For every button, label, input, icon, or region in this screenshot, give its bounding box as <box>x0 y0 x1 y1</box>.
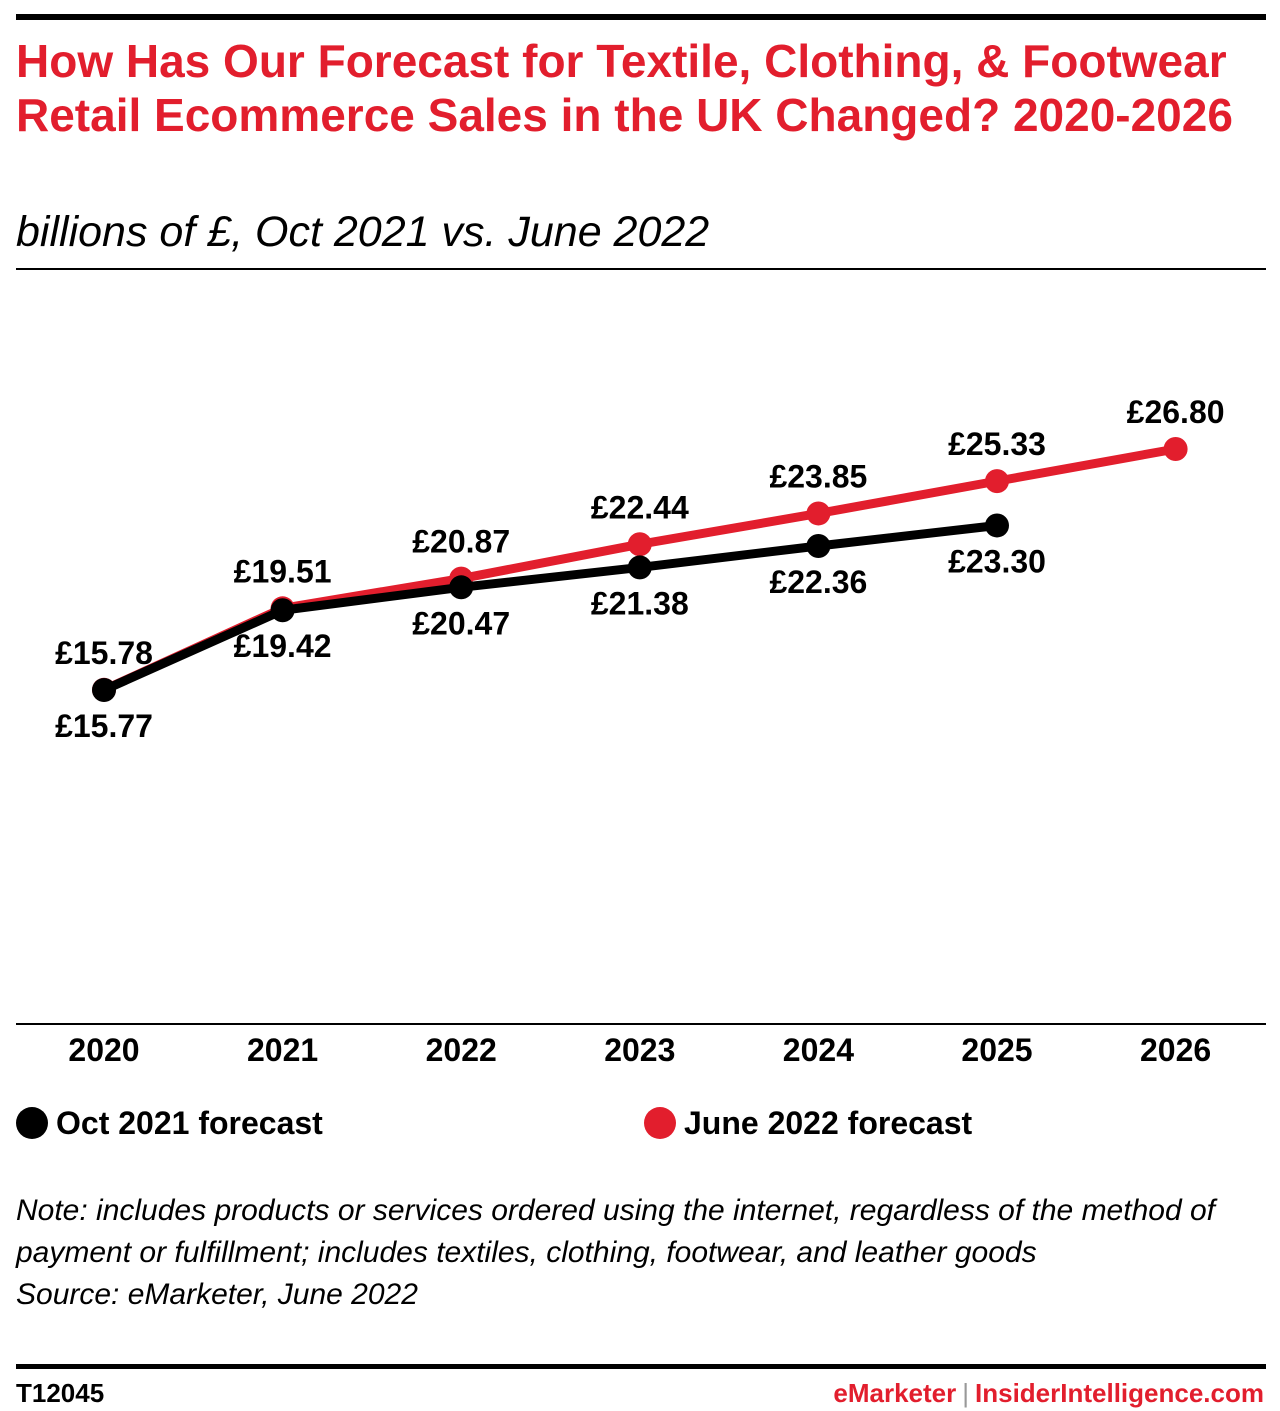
top-rule <box>16 14 1266 20</box>
data-label-oct-2021-2020: £15.77 <box>55 708 153 744</box>
x-tick-label-2024: 2024 <box>783 1032 854 1068</box>
line-chart: £15.77 £19.42 £20.47 £21.38 £22.36 £23.30 £15.… <box>16 394 1266 1068</box>
chart-footnote: Note: includes products or services orde… <box>16 1190 1264 1316</box>
point-oct-2021-2023 <box>627 555 652 580</box>
data-label-june-2022-2022: £20.87 <box>412 524 510 560</box>
data-label-june-2022-2021: £19.51 <box>234 553 332 589</box>
data-label-june-2022-2025: £25.33 <box>948 426 1046 462</box>
source-text: Source: eMarketer, June 2022 <box>16 1278 418 1311</box>
point-june-2022-2024 <box>806 501 831 526</box>
chart-id: T12045 <box>16 1378 105 1408</box>
legend-item-oct-2021: Oct 2021 forecast <box>16 1103 323 1143</box>
data-label-oct-2021-2023: £21.38 <box>591 585 689 621</box>
legend-marker-red-dot <box>644 1107 676 1139</box>
data-label-oct-2021-2025: £23.30 <box>948 543 1046 579</box>
legend-item-june-2022: June 2022 forecast <box>644 1103 972 1143</box>
x-tick-label-2020: 2020 <box>68 1032 139 1068</box>
x-tick-labels: 2020 2021 2022 2023 2024 2025 2026 <box>68 1032 1211 1068</box>
x-tick-label-2022: 2022 <box>426 1032 497 1068</box>
data-label-june-2022-2020: £15.78 <box>55 635 153 671</box>
x-tick-label-2021: 2021 <box>247 1032 318 1068</box>
x-tick-label-2025: 2025 <box>961 1032 1032 1068</box>
x-tick-label-2026: 2026 <box>1140 1032 1211 1068</box>
chart-title: How Has Our Forecast for Textile, Clothi… <box>16 35 1233 141</box>
data-label-oct-2021-2024: £22.36 <box>769 564 867 600</box>
brand-emarketer: eMarketer <box>833 1378 957 1408</box>
point-june-2022-2025 <box>985 469 1009 494</box>
data-label-oct-2021-2021: £19.42 <box>234 628 332 664</box>
legend-label-june-2022: June 2022 forecast <box>684 1104 973 1141</box>
chart-subtitle: billions of £, Oct 2021 vs. June 2022 <box>16 208 710 256</box>
legend-label-oct-2021: Oct 2021 forecast <box>56 1104 323 1141</box>
point-oct-2021-2021 <box>270 598 295 623</box>
point-oct-2021-2022 <box>449 575 474 600</box>
x-tick-label-2023: 2023 <box>604 1032 675 1068</box>
footer-brand: eMarketer | InsiderIntelligence.com <box>833 1378 1264 1409</box>
point-june-2022-2023 <box>627 532 652 557</box>
point-oct-2021-2020 <box>92 678 116 702</box>
subtitle-rule <box>16 268 1266 270</box>
data-label-june-2022-2026: £26.80 <box>1127 394 1225 430</box>
data-label-june-2022-2023: £22.44 <box>591 489 689 525</box>
series-layer <box>92 437 1188 702</box>
legend-marker-black-dot <box>16 1107 48 1139</box>
point-oct-2021-2025 <box>985 513 1009 538</box>
brand-insiderintelligence: InsiderIntelligence.com <box>975 1378 1264 1408</box>
data-label-layer: £15.77 £19.42 £20.47 £21.38 £22.36 £23.30 £15.… <box>55 394 1224 744</box>
point-june-2022-2026 <box>1163 437 1188 461</box>
series-line-oct-2021 <box>102 521 998 695</box>
note-text: Note: includes products or services orde… <box>16 1194 1215 1269</box>
data-label-oct-2021-2022: £20.47 <box>412 605 510 641</box>
data-label-june-2022-2024: £23.85 <box>769 458 867 494</box>
brand-separator: | <box>962 1378 970 1408</box>
footer-rule <box>16 1364 1266 1369</box>
point-oct-2021-2024 <box>806 534 831 559</box>
